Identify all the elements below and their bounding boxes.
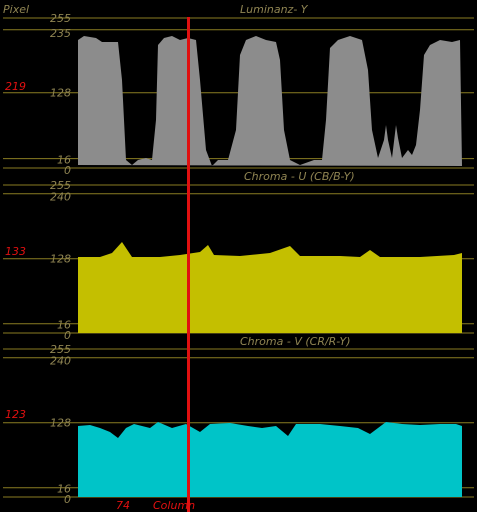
pixel-axis-label: Pixel bbox=[3, 3, 29, 16]
tick-label-16: 16 bbox=[57, 483, 71, 496]
tick-label-0: 0 bbox=[64, 493, 71, 506]
tick-label-255: 255 bbox=[50, 343, 71, 356]
chroma-u-waveform bbox=[78, 242, 462, 333]
tick-label-128: 128 bbox=[50, 417, 71, 430]
tick-label-0: 0 bbox=[64, 329, 71, 342]
chroma-u-cursor-value: 133 bbox=[5, 245, 26, 258]
tick-label-16: 16 bbox=[57, 319, 71, 332]
tick-label-0: 0 bbox=[64, 164, 71, 177]
luminance-cursor-value: 219 bbox=[5, 80, 26, 93]
luminance-panel: 255 235 128 160 bbox=[3, 12, 474, 177]
column-axis-label: Column bbox=[153, 499, 195, 512]
tick-label-128: 128 bbox=[50, 87, 71, 100]
luminance-title: Luminanz- Y bbox=[240, 3, 309, 16]
chroma-u-title: Chroma - U (CB/B-Y) bbox=[244, 170, 355, 183]
tick-label-240: 240 bbox=[50, 191, 71, 204]
tick-label-240: 240 bbox=[50, 355, 71, 368]
tick-label-255: 255 bbox=[50, 12, 71, 25]
luma-waveform bbox=[78, 36, 462, 166]
chroma-v-title: Chroma - V (CR/R-Y) bbox=[240, 335, 351, 348]
column-cursor-line[interactable] bbox=[187, 17, 190, 512]
tick-label-128: 128 bbox=[50, 253, 71, 266]
tick-label-16: 16 bbox=[57, 154, 71, 167]
chroma-v-waveform bbox=[78, 422, 462, 497]
chroma-v-cursor-value: 123 bbox=[5, 408, 26, 421]
cursor-column-value: 74 bbox=[116, 499, 130, 512]
tick-label-235: 235 bbox=[50, 27, 71, 40]
tick-label-255: 255 bbox=[50, 179, 71, 192]
